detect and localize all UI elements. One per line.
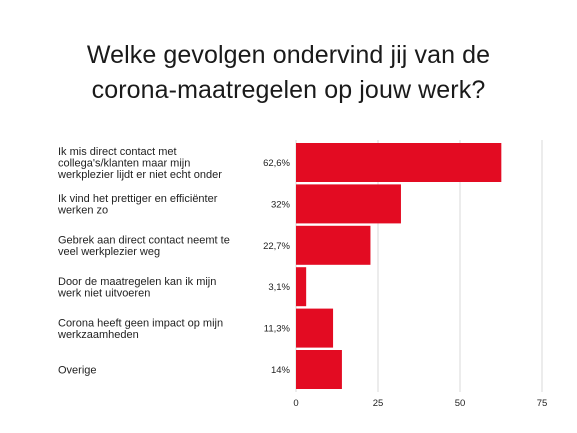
category-label: Corona heeft geen impact op mijn (58, 317, 223, 329)
bar (296, 308, 334, 348)
category-label: Gebrek aan direct contact neemt te (58, 235, 230, 247)
bar (296, 184, 401, 224)
value-label: 22,7% (263, 241, 290, 252)
bar (296, 143, 502, 182)
category-label: veel werkplezier weg (58, 246, 160, 258)
category-label: werkzaamheden (57, 329, 139, 341)
category-label: Overige (58, 365, 97, 377)
value-label: 3,1% (268, 282, 290, 293)
chart-title-line-1: Welke gevolgen ondervind jij van de (86, 41, 491, 69)
value-labels: 62,6% 32% 22,7% 3,1% 11,3% 14% (263, 158, 290, 376)
x-tick-label: 0 (293, 398, 298, 409)
value-label: 62,6% (263, 158, 290, 169)
x-tick-label: 50 (455, 398, 466, 409)
category-label: Ik mis direct contact met (58, 146, 177, 158)
category-label: werkplezier lijdt er niet echt onder (57, 169, 222, 181)
chart-title: Welke gevolgen ondervind jij van de coro… (0, 38, 577, 108)
category-label: Ik vind het prettiger en efficiënter (58, 193, 218, 205)
value-label: 32% (271, 199, 291, 210)
value-label: 11,3% (264, 324, 291, 335)
category-labels: Ik mis direct contact metcollega's/klant… (57, 146, 230, 377)
chart-title-line-2: corona-maatregelen op jouw werk? (91, 76, 486, 104)
bar (296, 350, 342, 389)
category-label: collega's/klanten maar mijn (58, 158, 190, 170)
x-axis-ticks: 0 25 50 75 (293, 398, 547, 409)
x-tick-label: 25 (373, 398, 384, 409)
x-tick-label: 75 (537, 398, 548, 409)
bars (296, 143, 502, 389)
value-label: 14% (271, 365, 291, 376)
bar (296, 225, 371, 265)
category-label: werk niet uitvoeren (57, 287, 150, 299)
category-label: werken zo (57, 205, 108, 217)
bar (296, 267, 307, 307)
category-label: Door de maatregelen kan ik mijn (58, 276, 216, 288)
